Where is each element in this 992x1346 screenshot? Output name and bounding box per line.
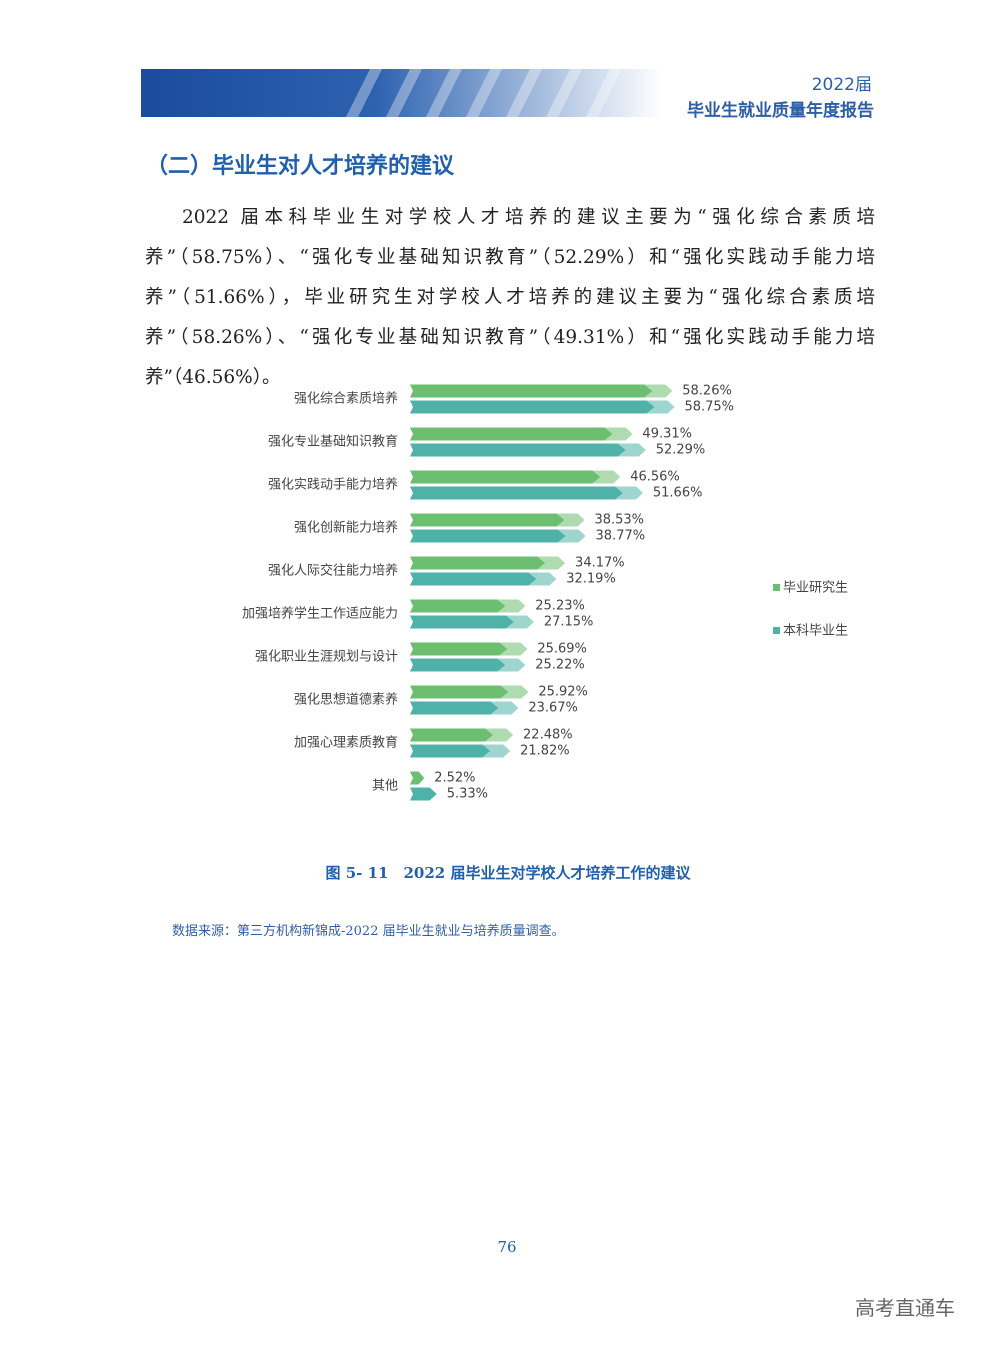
bar xyxy=(410,642,528,656)
bar-highlight xyxy=(505,615,534,629)
value-label: 22.48% xyxy=(523,728,573,743)
bar-highlight xyxy=(499,642,528,656)
value-label: 58.26% xyxy=(682,384,732,399)
bar xyxy=(410,771,425,785)
bar-highlight xyxy=(617,443,646,457)
caption: 图 5- 11 2022 届毕业生对学校人才培养工作的建议 xyxy=(325,864,691,882)
category-label: 强化人际交往能力培养 xyxy=(268,563,398,579)
bar xyxy=(410,658,526,672)
header-year: 2022届 xyxy=(811,75,872,95)
category-label: 强化创新能力培养 xyxy=(294,520,398,536)
bar xyxy=(410,470,621,484)
value-label: 49.31% xyxy=(642,427,692,442)
legend-label: 本科毕业生 xyxy=(783,624,848,639)
legend-swatch xyxy=(773,627,780,634)
value-label: 5.33% xyxy=(447,787,488,802)
value-label: 38.53% xyxy=(594,513,644,528)
value-label: 2.52% xyxy=(434,771,475,786)
category-label: 强化专业基础知识教育 xyxy=(268,434,398,450)
page-number: 76 xyxy=(497,1238,517,1256)
bar xyxy=(410,427,633,441)
bar-highlight xyxy=(614,486,643,500)
legend-label: 毕业研究生 xyxy=(783,581,848,596)
bar-highlight xyxy=(556,513,585,527)
bar xyxy=(410,556,566,570)
value-label: 52.29% xyxy=(656,443,706,458)
bar-highlight xyxy=(557,529,586,543)
bar xyxy=(410,443,646,457)
bar-highlight xyxy=(500,685,529,699)
bar-highlight xyxy=(490,701,519,715)
value-label: 23.67% xyxy=(528,701,578,716)
bar xyxy=(410,529,586,543)
paragraph: 2022 届本科毕业生对学校人才培养的建议主要为“强化综合素质培养”（58.75… xyxy=(145,207,875,388)
bar xyxy=(410,728,514,742)
watermark: 高考直通车 xyxy=(855,1296,955,1320)
bar xyxy=(410,615,534,629)
bar xyxy=(410,701,519,715)
bar xyxy=(410,744,511,758)
bar-highlight xyxy=(646,400,675,414)
bar-highlight xyxy=(497,599,526,613)
value-label: 27.15% xyxy=(544,615,594,630)
value-label: 51.66% xyxy=(653,486,703,501)
section-title: （二）毕业生对人才培养的建议 xyxy=(146,154,455,179)
bar-highlight xyxy=(482,744,511,758)
category-label: 强化职业生涯规划与设计 xyxy=(255,650,398,665)
value-label: 32.19% xyxy=(566,572,616,587)
value-label: 46.56% xyxy=(630,470,680,485)
value-label: 25.23% xyxy=(535,599,585,614)
header-stripes xyxy=(346,69,622,117)
category-label: 加强心理素质教育 xyxy=(294,735,398,751)
bar-highlight xyxy=(644,384,673,398)
bar xyxy=(410,599,526,613)
bar xyxy=(410,685,529,699)
bar-highlight xyxy=(537,556,566,570)
value-label: 25.22% xyxy=(535,658,585,673)
bar-highlight xyxy=(592,470,621,484)
bar xyxy=(410,400,675,414)
header-title: 毕业生就业质量年度报告 xyxy=(687,101,874,121)
bar-highlight xyxy=(485,728,514,742)
bar-highlight xyxy=(604,427,633,441)
category-label: 强化实践动手能力培养 xyxy=(268,477,398,493)
category-label: 加强培养学生工作适应能力 xyxy=(242,606,398,622)
category-label: 强化思想道德素养 xyxy=(294,692,398,708)
category-label: 强化综合素质培养 xyxy=(294,391,398,407)
value-label: 38.77% xyxy=(596,529,646,544)
header-band xyxy=(141,69,661,117)
legend-swatch xyxy=(773,584,780,591)
bar xyxy=(410,572,557,586)
bar-highlight xyxy=(528,572,557,586)
value-label: 21.82% xyxy=(520,744,570,759)
value-label: 34.17% xyxy=(575,556,625,571)
value-label: 25.69% xyxy=(537,642,587,657)
bar xyxy=(410,787,437,801)
source-note: 数据来源：第三方机构新锦成-2022 届毕业生就业与培养质量调查。 xyxy=(172,924,565,939)
value-label: 25.92% xyxy=(538,685,588,700)
value-label: 58.75% xyxy=(684,400,734,415)
bar xyxy=(410,384,673,398)
bar xyxy=(410,486,643,500)
category-label: 其他 xyxy=(372,779,398,794)
bar xyxy=(410,513,585,527)
bar-highlight xyxy=(497,658,526,672)
